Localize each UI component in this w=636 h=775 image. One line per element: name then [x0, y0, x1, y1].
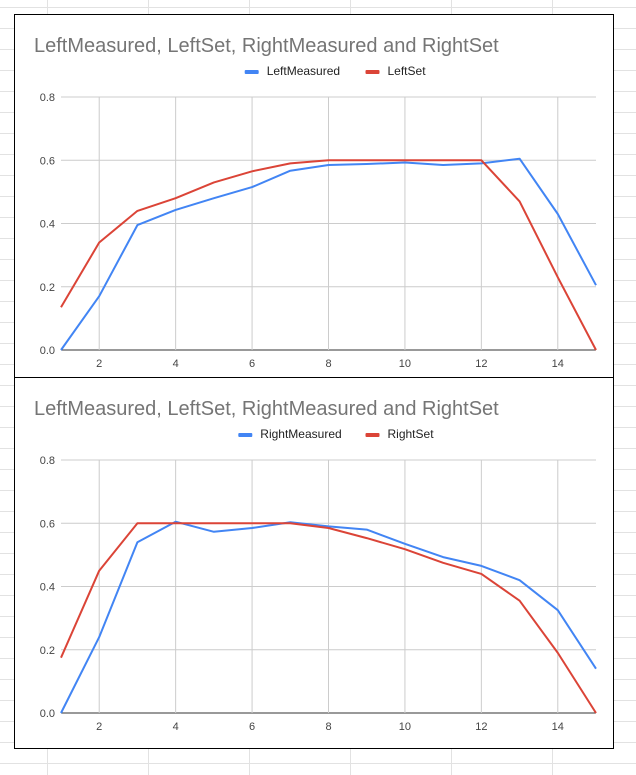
- series-line-leftset[interactable]: [60, 159, 597, 351]
- x-tick-label: 8: [325, 721, 331, 733]
- legend-swatch: [244, 70, 259, 74]
- legend-swatch: [365, 70, 380, 74]
- chart-panel-right[interactable]: LeftMeasured, LeftSet, RightMeasured and…: [14, 377, 614, 749]
- legend-item-rightset[interactable]: RightSet: [365, 427, 435, 441]
- x-tick-label: 4: [173, 358, 179, 370]
- x-tick-label: 8: [325, 358, 331, 370]
- y-tick-label: 0.6: [40, 155, 55, 167]
- x-tick-label: 6: [249, 721, 255, 733]
- x-tick-label: 2: [96, 721, 102, 733]
- x-tick-label: 6: [249, 358, 255, 370]
- x-tick-label: 10: [399, 358, 411, 370]
- legend-swatch: [238, 433, 253, 437]
- legend-item-rightmeasured[interactable]: RightMeasured: [238, 427, 342, 441]
- y-tick-label: 0.0: [40, 708, 55, 720]
- series-line-rightset[interactable]: [60, 522, 597, 714]
- chart-title: LeftMeasured, LeftSet, RightMeasured and…: [34, 398, 499, 420]
- x-tick-label: 14: [552, 358, 564, 370]
- chart-panel-left[interactable]: LeftMeasured, LeftSet, RightMeasured and…: [14, 14, 614, 378]
- legend-item-leftmeasured[interactable]: LeftMeasured: [244, 64, 340, 78]
- y-tick-label: 0.4: [40, 582, 55, 594]
- y-tick-label: 0.0: [40, 345, 55, 357]
- x-tick-label: 10: [399, 721, 411, 733]
- line-chart-right: LeftMeasured, LeftSet, RightMeasured and…: [34, 398, 597, 733]
- y-tick-label: 0.4: [40, 219, 55, 231]
- x-tick-label: 12: [475, 721, 487, 733]
- x-tick-label: 4: [173, 721, 179, 733]
- x-tick-label: 14: [552, 721, 564, 733]
- y-tick-label: 0.2: [40, 282, 55, 294]
- legend-label: RightSet: [388, 427, 435, 441]
- y-tick-label: 0.8: [40, 92, 55, 104]
- legend-label: LeftSet: [388, 64, 427, 78]
- legend-item-leftset[interactable]: LeftSet: [365, 64, 427, 78]
- x-tick-label: 12: [475, 358, 487, 370]
- legend-label: LeftMeasured: [267, 64, 340, 78]
- legend-label: RightMeasured: [260, 427, 341, 441]
- y-tick-label: 0.6: [40, 518, 55, 530]
- x-tick-label: 2: [96, 358, 102, 370]
- series-line-rightmeasured[interactable]: [60, 520, 597, 714]
- series-line-leftmeasured[interactable]: [60, 157, 597, 351]
- legend-swatch: [365, 433, 380, 437]
- y-tick-label: 0.8: [40, 455, 55, 467]
- y-tick-label: 0.2: [40, 645, 55, 657]
- line-chart-left: LeftMeasured, LeftSet, RightMeasured and…: [34, 35, 597, 370]
- chart-title: LeftMeasured, LeftSet, RightMeasured and…: [34, 35, 499, 57]
